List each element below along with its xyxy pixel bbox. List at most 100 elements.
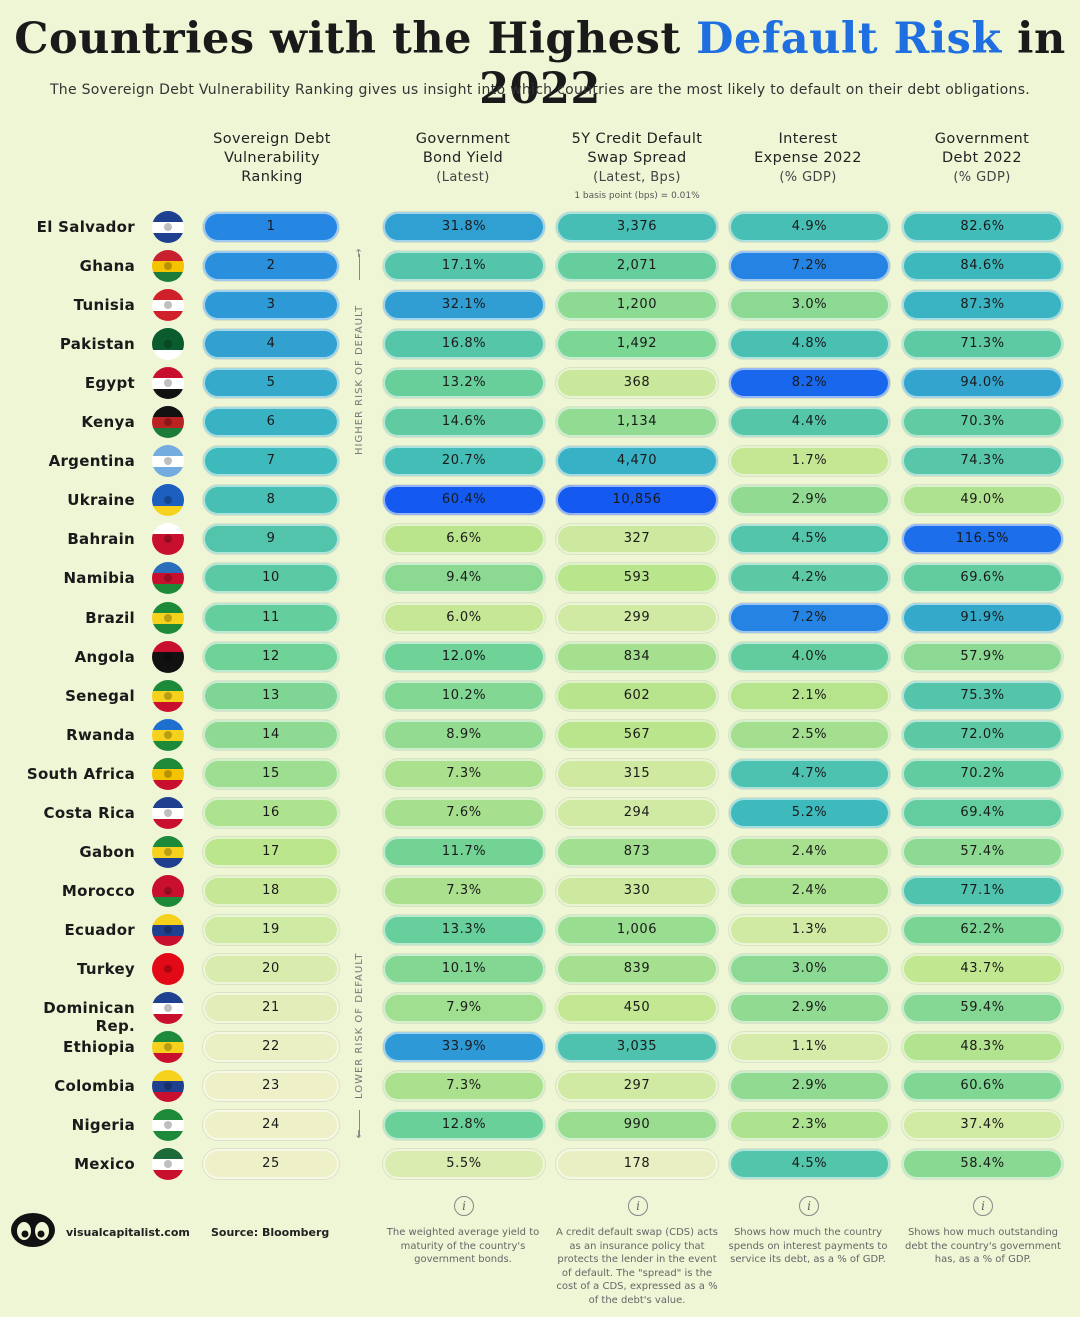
country-name: Ecuador bbox=[64, 921, 135, 939]
cds-pill: 3,376 bbox=[556, 212, 718, 242]
flag-icon bbox=[152, 211, 184, 243]
debt-pill: 57.9% bbox=[902, 642, 1063, 672]
debt-pill: 69.6% bbox=[902, 563, 1063, 593]
header-bond-yield: Government Bond Yield (Latest) bbox=[415, 131, 511, 185]
bond-yield-pill: 60.4% bbox=[383, 485, 545, 515]
interest-pill: 1.7% bbox=[729, 446, 890, 476]
up-arrow-line bbox=[359, 254, 360, 280]
bond-yield-pill: 7.3% bbox=[383, 1071, 545, 1101]
rank-pill: 24 bbox=[203, 1110, 339, 1140]
interest-pill: 4.4% bbox=[729, 407, 890, 437]
interest-pill: 4.0% bbox=[729, 642, 890, 672]
flag-icon bbox=[152, 250, 184, 282]
country-name: Nigeria bbox=[71, 1116, 135, 1134]
rank-pill: 4 bbox=[203, 329, 339, 359]
flag-icon bbox=[152, 836, 184, 868]
flag-icon bbox=[152, 602, 184, 634]
flag-icon bbox=[152, 445, 184, 477]
country-name: Kenya bbox=[81, 413, 135, 431]
bond-yield-pill: 11.7% bbox=[383, 837, 545, 867]
debt-pill: 62.2% bbox=[902, 915, 1063, 945]
bond-yield-pill: 9.4% bbox=[383, 563, 545, 593]
country-name: Senegal bbox=[65, 687, 135, 705]
debt-pill: 37.4% bbox=[902, 1110, 1063, 1140]
bond-yield-pill: 6.0% bbox=[383, 603, 545, 633]
debt-pill: 70.2% bbox=[902, 759, 1063, 789]
header-interest: Interest Expense 2022 (% GDP) bbox=[754, 131, 862, 185]
cds-note: 1 basis point (bps) = 0.01% bbox=[574, 191, 700, 201]
up-arrow-icon: ↑ bbox=[354, 247, 364, 260]
rank-pill: 9 bbox=[203, 524, 339, 554]
interest-pill: 4.9% bbox=[729, 212, 890, 242]
note-cds: A credit default swap (CDS) acts as an i… bbox=[556, 1227, 718, 1306]
country-name: Namibia bbox=[63, 569, 135, 587]
country-name: Morocco bbox=[61, 882, 135, 900]
country-name: South Africa bbox=[26, 765, 135, 783]
rank-pill: 3 bbox=[203, 290, 339, 320]
bond-yield-pill: 12.0% bbox=[383, 642, 545, 672]
debt-pill: 87.3% bbox=[902, 290, 1063, 320]
note-debt: Shows how much outstanding debt the coun… bbox=[905, 1227, 1061, 1265]
interest-pill: 5.2% bbox=[729, 798, 890, 828]
rank-pill: 23 bbox=[203, 1071, 339, 1101]
interest-pill: 7.2% bbox=[729, 603, 890, 633]
cds-pill: 567 bbox=[556, 720, 718, 750]
rank-pill: 12 bbox=[203, 642, 339, 672]
country-name: Egypt bbox=[84, 374, 135, 392]
interest-pill: 4.5% bbox=[729, 1149, 890, 1179]
info-icon: i bbox=[973, 1196, 993, 1216]
country-name: Rwanda bbox=[66, 726, 135, 744]
flag-icon bbox=[152, 289, 184, 321]
debt-pill: 69.4% bbox=[902, 798, 1063, 828]
debt-pill: 82.6% bbox=[902, 212, 1063, 242]
bond-yield-pill: 8.9% bbox=[383, 720, 545, 750]
rank-pill: 8 bbox=[203, 485, 339, 515]
interest-pill: 4.5% bbox=[729, 524, 890, 554]
interest-pill: 2.1% bbox=[729, 681, 890, 711]
flag-icon bbox=[152, 1109, 184, 1141]
country-name: Angola bbox=[74, 648, 135, 666]
bond-yield-pill: 7.6% bbox=[383, 798, 545, 828]
cds-pill: 2,071 bbox=[556, 251, 718, 281]
country-name: El Salvador bbox=[36, 218, 135, 236]
cds-pill: 297 bbox=[556, 1071, 718, 1101]
cds-pill: 834 bbox=[556, 642, 718, 672]
note-bond-yield: The weighted average yield to maturity o… bbox=[386, 1227, 540, 1265]
bond-yield-pill: 13.2% bbox=[383, 368, 545, 398]
debt-pill: 58.4% bbox=[902, 1149, 1063, 1179]
rank-pill: 21 bbox=[203, 993, 339, 1023]
rank-pill: 2 bbox=[203, 251, 339, 281]
cds-pill: 839 bbox=[556, 954, 718, 984]
interest-pill: 4.2% bbox=[729, 563, 890, 593]
debt-pill: 72.0% bbox=[902, 720, 1063, 750]
bond-yield-pill: 6.6% bbox=[383, 524, 545, 554]
flag-icon bbox=[152, 1070, 184, 1102]
flag-icon bbox=[152, 914, 184, 946]
rank-pill: 19 bbox=[203, 915, 339, 945]
bond-yield-pill: 7.3% bbox=[383, 876, 545, 906]
flag-icon bbox=[152, 680, 184, 712]
cds-pill: 368 bbox=[556, 368, 718, 398]
cds-pill: 330 bbox=[556, 876, 718, 906]
rank-pill: 11 bbox=[203, 603, 339, 633]
rank-pill: 20 bbox=[203, 954, 339, 984]
flag-icon bbox=[152, 875, 184, 907]
site-name: visualcapitalist.com bbox=[66, 1226, 190, 1239]
interest-pill: 2.9% bbox=[729, 1071, 890, 1101]
cds-pill: 178 bbox=[556, 1149, 718, 1179]
rank-pill: 25 bbox=[203, 1149, 339, 1179]
bond-yield-pill: 17.1% bbox=[383, 251, 545, 281]
bond-yield-pill: 20.7% bbox=[383, 446, 545, 476]
cds-pill: 299 bbox=[556, 603, 718, 633]
rank-pill: 7 bbox=[203, 446, 339, 476]
rank-pill: 1 bbox=[203, 212, 339, 242]
interest-pill: 2.9% bbox=[729, 485, 890, 515]
source-text: Source: Bloomberg bbox=[211, 1226, 330, 1239]
cds-pill: 1,200 bbox=[556, 290, 718, 320]
down-arrow-icon: ↓ bbox=[354, 1128, 364, 1141]
debt-pill: 71.3% bbox=[902, 329, 1063, 359]
bond-yield-pill: 13.3% bbox=[383, 915, 545, 945]
rank-pill: 5 bbox=[203, 368, 339, 398]
interest-pill: 2.3% bbox=[729, 1110, 890, 1140]
debt-pill: 49.0% bbox=[902, 485, 1063, 515]
